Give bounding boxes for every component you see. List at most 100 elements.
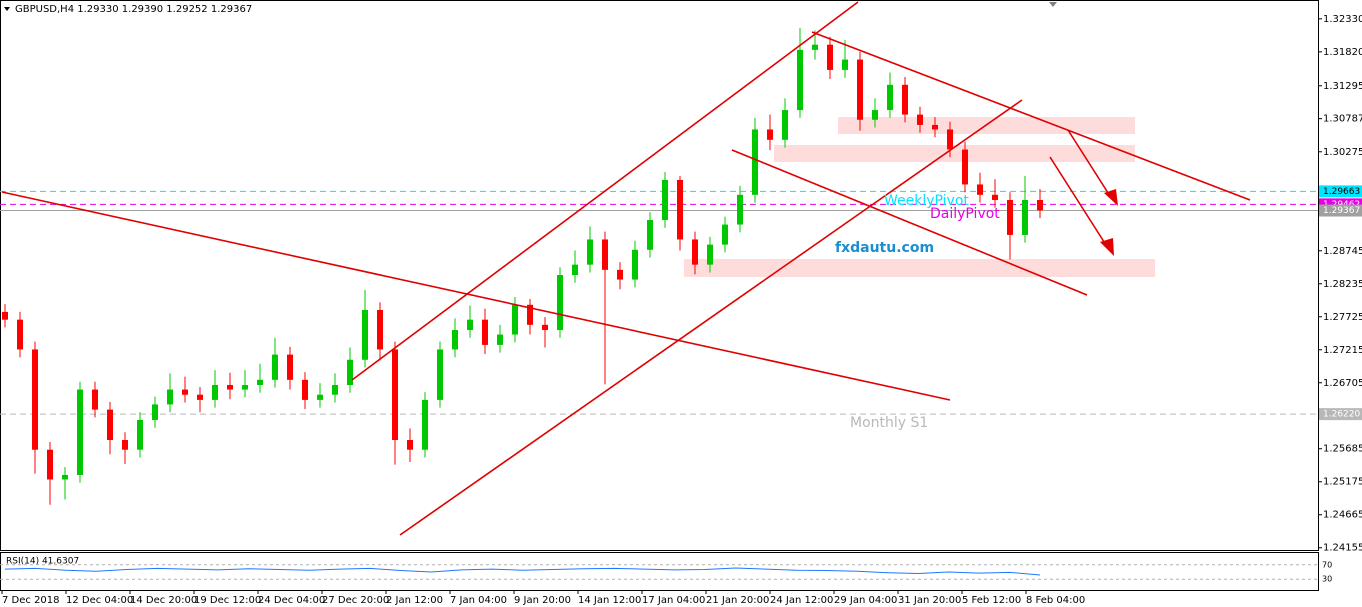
rsi-panel (0, 552, 1319, 591)
level-value: 1.29367 (1323, 206, 1360, 216)
candle-body (767, 129, 773, 140)
candle-body (977, 184, 983, 195)
x-tick-label: 29 Jan 04:00 (834, 595, 897, 606)
y-tick-label: 1.26705 (1323, 378, 1362, 389)
candle-body (362, 309, 368, 360)
candle-body (272, 354, 278, 380)
candle-body (287, 354, 293, 380)
y-tick-label: 1.25175 (1323, 477, 1362, 488)
zone (774, 145, 1135, 162)
rsi-tick-label: 70 (1322, 560, 1332, 569)
x-tick-label: 2 Jan 12:00 (386, 595, 443, 606)
candle-body (782, 110, 788, 140)
candle-body (302, 379, 308, 400)
candle-body (92, 389, 98, 410)
candle-body (122, 440, 128, 450)
shift-marker (1049, 2, 1057, 7)
candle-body (167, 389, 173, 405)
candle-body (962, 149, 968, 185)
rsi-title: RSI(14) 41.6307 (6, 557, 79, 567)
y-tick-label: 1.27215 (1323, 345, 1362, 356)
trendlines (1, 1, 1251, 536)
candle-body (887, 84, 893, 111)
zone (684, 259, 1155, 277)
drawings (684, 117, 1155, 277)
arrow (1049, 156, 1107, 246)
header: GBPUSD,H4 1.29330 1.29390 1.29252 1.2936… (15, 4, 252, 15)
candle-body (842, 59, 848, 70)
x-tick-label: 7 Dec 2018 (2, 595, 60, 606)
candle-body (827, 44, 833, 70)
trendline (811, 31, 1251, 201)
x-tick-label: 31 Jan 20:00 (898, 595, 961, 606)
candle-body (527, 304, 533, 325)
candle-body (497, 334, 503, 345)
y-tick-label: 1.25685 (1323, 444, 1362, 455)
candle-body (212, 385, 218, 400)
candle-body (107, 409, 113, 441)
level-marker (1319, 408, 1362, 421)
rsi-line (4, 567, 1041, 576)
candle-body (992, 194, 998, 200)
level-marker (1319, 204, 1362, 217)
candle-body (902, 84, 908, 115)
y-tick-label: 1.24665 (1323, 510, 1362, 521)
level-name: Monthly S1 (850, 415, 928, 431)
x-tick-label: 14 Jan 12:00 (578, 595, 641, 606)
candle-body (17, 319, 23, 350)
candle-body (752, 129, 758, 195)
y-tick-label: 1.31295 (1323, 81, 1362, 92)
candle-body (257, 379, 263, 386)
level-name: WeeklyPivot (884, 193, 969, 209)
candle-body (227, 385, 233, 390)
candle-body (797, 49, 803, 111)
candle-body (347, 359, 353, 386)
candle-body (1007, 199, 1013, 235)
x-tick-label: 7 Jan 04:00 (450, 595, 507, 606)
arrow-head (1104, 189, 1118, 206)
candle-body (452, 330, 458, 350)
rsi-tick-label: 30 (1322, 575, 1332, 584)
candle-body (422, 399, 428, 450)
y-tick-label: 1.28235 (1323, 279, 1362, 290)
candle-body (377, 309, 383, 350)
x-tick-label: 5 Feb 12:00 (962, 595, 1021, 606)
candle-body (917, 114, 923, 125)
candle-body (812, 44, 818, 50)
candle-body (482, 319, 488, 345)
y-tick-label: 1.30787 (1323, 114, 1362, 125)
x-tick-label: 19 Dec 12:00 (194, 595, 261, 606)
candle-body (707, 244, 713, 265)
candle-body (512, 304, 518, 335)
candle-body (152, 404, 158, 420)
y-tick-label: 1.32330 (1323, 14, 1362, 25)
candle-body (662, 179, 668, 221)
candle-body (647, 220, 653, 250)
x-tick-label: 14 Dec 20:00 (130, 595, 197, 606)
candle-body (392, 349, 398, 441)
candle-body (947, 129, 953, 150)
main-panel (0, 0, 1319, 551)
x-tick-label: 17 Jan 04:00 (642, 595, 705, 606)
trendline (731, 149, 1088, 296)
x-tick-label: 9 Jan 20:00 (514, 595, 571, 606)
trendline (1, 191, 951, 401)
x-tick-label: 24 Dec 04:00 (258, 595, 325, 606)
level-marker (1319, 185, 1362, 198)
candle-body (182, 389, 188, 395)
candle-body (407, 440, 413, 450)
candle-body (632, 249, 638, 280)
candle-body (722, 224, 728, 245)
y-tick-label: 1.27725 (1323, 312, 1362, 323)
watermark: fxdautu.com (835, 240, 934, 256)
candle-body (62, 474, 68, 480)
y-tick-label: 1.30275 (1323, 147, 1362, 158)
candle-body (737, 194, 743, 225)
candle-body (317, 394, 323, 400)
candle-body (557, 275, 563, 331)
candle-body (542, 324, 548, 331)
level-value: 1.29663 (1323, 187, 1360, 197)
candle-body (32, 349, 38, 450)
y-tick-label: 1.28745 (1323, 246, 1362, 257)
